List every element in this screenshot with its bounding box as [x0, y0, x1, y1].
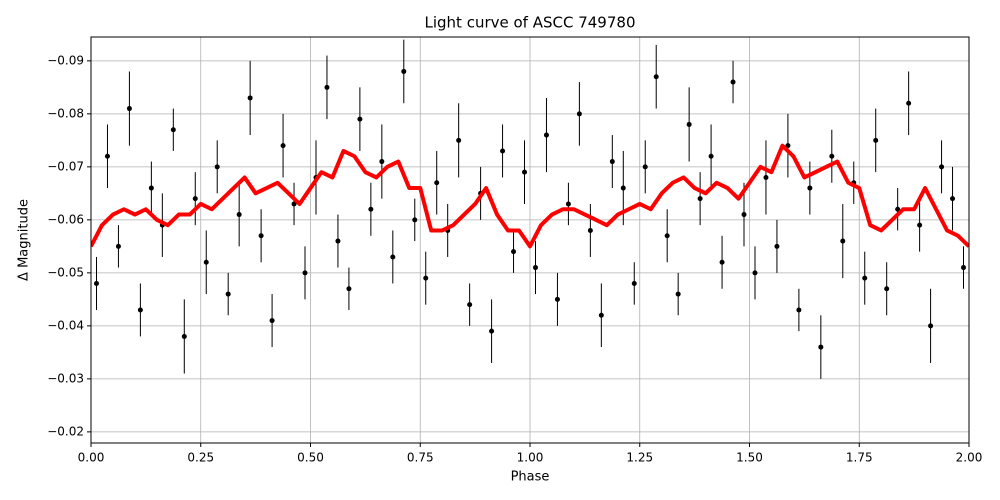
- data-point: [203, 259, 209, 265]
- y-tick-label: −0.04: [47, 318, 84, 332]
- data-point: [126, 106, 132, 112]
- data-point: [225, 291, 231, 297]
- y-tick-label: −0.07: [47, 159, 84, 173]
- y-tick-label: −0.09: [47, 53, 84, 67]
- data-point: [950, 196, 956, 202]
- data-point: [511, 249, 517, 255]
- data-point: [741, 212, 747, 218]
- y-tick-label: −0.03: [47, 371, 84, 385]
- data-point: [708, 153, 714, 159]
- data-point: [192, 196, 198, 202]
- data-point: [423, 275, 429, 281]
- data-point: [598, 312, 604, 318]
- data-point: [214, 164, 220, 170]
- y-tick-label: −0.02: [47, 424, 84, 438]
- data-point: [697, 196, 703, 202]
- data-point: [379, 159, 385, 165]
- data-point: [609, 159, 615, 165]
- chart-title: Light curve of ASCC 749780: [425, 14, 636, 32]
- data-point: [763, 174, 769, 180]
- data-point: [653, 74, 659, 80]
- y-tick-label: −0.05: [47, 265, 84, 279]
- plot-frame: [90, 36, 970, 444]
- data-point: [522, 169, 528, 175]
- data-point: [840, 238, 846, 244]
- y-axis-label: Δ Magnitude: [17, 199, 32, 281]
- x-tick-label: 0.00: [78, 451, 105, 465]
- data-point: [939, 164, 945, 170]
- data-point: [170, 127, 176, 133]
- y-tick-label: −0.08: [47, 106, 84, 120]
- data-point: [752, 270, 758, 276]
- data-point: [181, 333, 187, 339]
- data-point: [148, 185, 154, 191]
- data-point: [401, 68, 407, 74]
- data-point: [302, 270, 308, 276]
- data-point: [236, 212, 242, 218]
- data-point: [247, 95, 253, 101]
- data-point: [917, 222, 923, 228]
- data-point: [818, 344, 824, 350]
- binned-line: [91, 143, 969, 249]
- data-point: [489, 328, 495, 334]
- data-point: [93, 280, 99, 286]
- data-point: [500, 148, 506, 154]
- data-point: [280, 143, 286, 149]
- data-point: [642, 164, 648, 170]
- data-point: [928, 323, 934, 329]
- data-point: [807, 185, 813, 191]
- data-point: [335, 238, 341, 244]
- data-point: [554, 296, 560, 302]
- data-point: [324, 84, 330, 90]
- data-point: [774, 243, 780, 249]
- x-tick-label: 0.75: [407, 451, 434, 465]
- data-point: [434, 180, 440, 186]
- x-axis-label: Phase: [511, 470, 550, 485]
- data-point: [412, 217, 418, 223]
- data-point: [873, 137, 879, 143]
- data-point: [730, 79, 736, 85]
- data-point: [467, 302, 473, 308]
- data-point: [906, 100, 912, 106]
- data-point: [368, 206, 374, 212]
- data-point: [137, 307, 143, 313]
- data-point: [587, 227, 593, 233]
- data-point: [895, 206, 901, 212]
- data-point: [675, 291, 681, 297]
- data-point: [357, 116, 363, 122]
- data-point: [543, 132, 549, 138]
- data-point: [291, 201, 297, 207]
- data-point: [961, 265, 967, 271]
- data-point: [631, 280, 637, 286]
- x-tick-label: 0.50: [297, 451, 324, 465]
- data-point: [258, 233, 264, 239]
- x-tick-label: 1.25: [626, 451, 653, 465]
- data-point: [829, 153, 835, 159]
- data-point: [104, 153, 110, 159]
- x-tick-label: 1.50: [736, 451, 763, 465]
- data-point: [785, 143, 791, 149]
- data-point: [686, 121, 692, 127]
- data-point: [565, 201, 571, 207]
- data-point: [862, 275, 868, 281]
- data-point: [532, 265, 538, 271]
- data-point: [390, 254, 396, 260]
- data-point: [664, 233, 670, 239]
- x-tick-label: 1.75: [846, 451, 873, 465]
- data-point: [346, 286, 352, 292]
- data-point: [796, 307, 802, 313]
- data-point: [456, 137, 462, 143]
- x-tick-label: 2.00: [956, 451, 983, 465]
- data-point: [620, 185, 626, 191]
- x-tick-label: 0.25: [187, 451, 214, 465]
- data-point: [576, 111, 582, 117]
- y-tick-label: −0.06: [47, 212, 84, 226]
- data-point: [719, 259, 725, 265]
- data-point: [115, 243, 121, 249]
- data-point: [269, 318, 275, 324]
- data-point: [884, 286, 890, 292]
- x-tick-label: 1.00: [517, 451, 544, 465]
